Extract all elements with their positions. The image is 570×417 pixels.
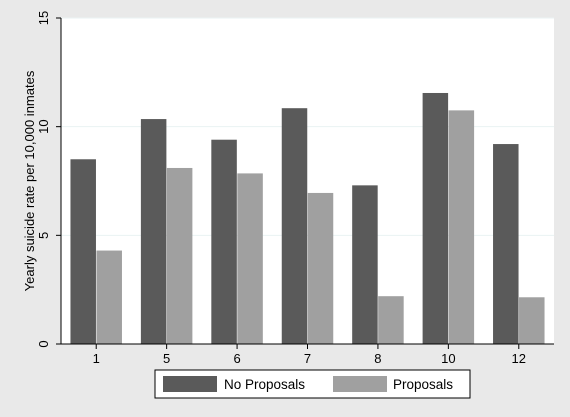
x-tick-label: 8 [374,351,381,366]
bar-no-proposals-5 [140,119,167,344]
x-tick-label: 12 [512,351,526,366]
bar-no-proposals-1 [70,159,96,344]
bars [70,92,545,345]
bar-no-proposals-12 [493,144,519,344]
x-tick-label: 1 [93,351,100,366]
x-ticks: 1 5 6 7 8 10 12 [93,344,526,366]
bar-no-proposals-10 [422,92,449,344]
y-ticks: 0 5 10 15 [36,11,61,348]
bar-proposals-8 [378,296,404,344]
y-tick-label: 15 [36,11,51,25]
bar-no-proposals-8 [352,185,378,344]
bar-proposals-1 [96,250,122,344]
y-tick-label: 10 [36,119,51,133]
x-tick-label: 7 [304,351,311,366]
bar-no-proposals-7 [281,108,308,345]
y-tick-label: 5 [36,232,51,239]
x-tick-label: 5 [163,351,170,366]
x-tick-label: 6 [233,351,240,366]
bar-no-proposals-6 [211,139,237,344]
legend-swatch-proposals [333,376,387,392]
y-tick-label: 0 [36,340,51,347]
legend: No Proposals Proposals [154,369,471,399]
bar-proposals-12 [519,297,545,344]
legend-swatch-no-proposals [163,376,217,392]
bar-proposals-5 [166,167,193,344]
y-axis-label: Yearly suicide rate per 10,000 inmates [22,70,37,291]
x-tick-label: 10 [441,351,455,366]
bar-proposals-7 [307,192,334,344]
bar-proposals-10 [448,110,475,344]
bar-proposals-6 [237,173,263,344]
legend-label-proposals: Proposals [393,377,453,392]
legend-label-no-proposals: No Proposals [224,377,305,392]
plot-area [61,18,554,344]
